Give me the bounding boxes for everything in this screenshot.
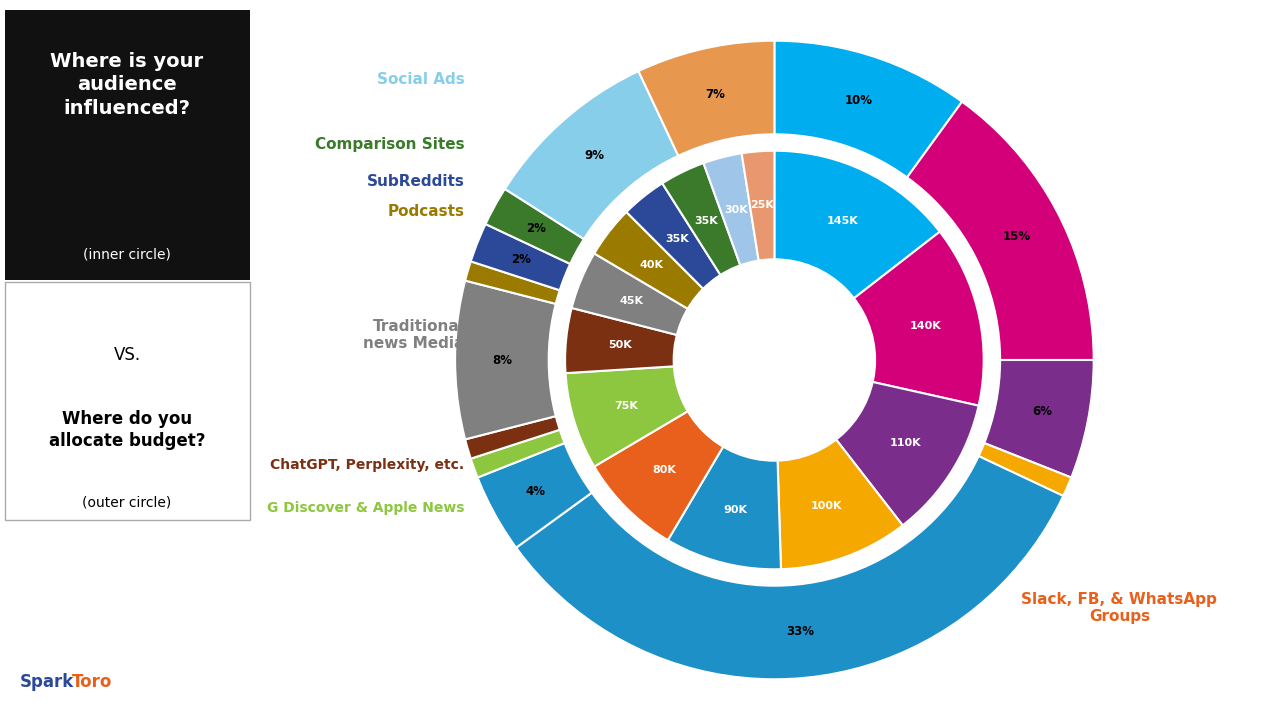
Wedge shape bbox=[550, 136, 998, 584]
Text: 8%: 8% bbox=[492, 354, 512, 366]
Text: VS.: VS. bbox=[114, 346, 141, 364]
Wedge shape bbox=[516, 456, 1064, 680]
Text: 25K: 25K bbox=[750, 200, 774, 210]
Text: 33%: 33% bbox=[786, 625, 814, 638]
Wedge shape bbox=[564, 307, 677, 373]
Text: Comparison Sites: Comparison Sites bbox=[315, 138, 465, 153]
Wedge shape bbox=[626, 183, 721, 289]
Text: Traditional
news Media: Traditional news Media bbox=[364, 319, 465, 351]
Wedge shape bbox=[662, 163, 741, 276]
Text: Podcasts: Podcasts bbox=[388, 204, 465, 220]
Text: 35K: 35K bbox=[694, 216, 718, 226]
Wedge shape bbox=[594, 212, 704, 309]
Text: Slack, FB, & WhatsApp
Groups: Slack, FB, & WhatsApp Groups bbox=[1021, 592, 1217, 624]
Wedge shape bbox=[470, 430, 566, 478]
Wedge shape bbox=[854, 231, 984, 406]
Text: 7%: 7% bbox=[705, 88, 724, 101]
Text: 2%: 2% bbox=[526, 222, 545, 235]
Text: G Discover & Apple News: G Discover & Apple News bbox=[268, 501, 465, 515]
Circle shape bbox=[675, 260, 874, 460]
Text: 4%: 4% bbox=[526, 485, 545, 498]
Text: Where is your
audience
influenced?: Where is your audience influenced? bbox=[50, 52, 204, 118]
Text: Social Ads: Social Ads bbox=[376, 73, 465, 88]
Text: 50K: 50K bbox=[608, 341, 632, 351]
Wedge shape bbox=[906, 101, 1094, 360]
Text: 40K: 40K bbox=[640, 260, 664, 270]
Text: 2%: 2% bbox=[511, 253, 531, 266]
Wedge shape bbox=[639, 40, 774, 156]
Wedge shape bbox=[741, 150, 774, 261]
Text: SubReddits: SubReddits bbox=[366, 174, 465, 189]
Text: 80K: 80K bbox=[653, 464, 677, 474]
Text: (inner circle): (inner circle) bbox=[83, 248, 172, 262]
Text: (outer circle): (outer circle) bbox=[82, 495, 172, 509]
FancyBboxPatch shape bbox=[5, 10, 250, 280]
Text: 140K: 140K bbox=[910, 321, 942, 331]
Wedge shape bbox=[774, 40, 963, 178]
Wedge shape bbox=[983, 360, 1094, 478]
Wedge shape bbox=[774, 150, 941, 299]
Wedge shape bbox=[571, 253, 689, 335]
Wedge shape bbox=[504, 71, 678, 240]
Wedge shape bbox=[465, 261, 561, 304]
Wedge shape bbox=[470, 224, 571, 290]
Text: Spark: Spark bbox=[20, 673, 74, 691]
Wedge shape bbox=[594, 411, 723, 541]
Wedge shape bbox=[477, 443, 593, 548]
Wedge shape bbox=[836, 382, 979, 526]
Text: 100K: 100K bbox=[812, 501, 842, 510]
Text: Where do you
allocate budget?: Where do you allocate budget? bbox=[49, 410, 205, 450]
Text: 90K: 90K bbox=[724, 505, 748, 515]
Text: ChatGPT, Perplexity, etc.: ChatGPT, Perplexity, etc. bbox=[270, 458, 465, 472]
Text: 35K: 35K bbox=[666, 234, 690, 244]
Text: 145K: 145K bbox=[827, 216, 859, 226]
Text: 9%: 9% bbox=[584, 149, 604, 162]
Text: 75K: 75K bbox=[614, 400, 639, 410]
FancyBboxPatch shape bbox=[5, 282, 250, 520]
Wedge shape bbox=[564, 366, 689, 467]
Wedge shape bbox=[978, 443, 1071, 496]
Text: 15%: 15% bbox=[1004, 230, 1032, 243]
Wedge shape bbox=[485, 189, 585, 264]
Wedge shape bbox=[703, 153, 759, 266]
Wedge shape bbox=[667, 446, 781, 570]
Wedge shape bbox=[777, 439, 904, 570]
Wedge shape bbox=[454, 280, 557, 440]
Text: 45K: 45K bbox=[620, 296, 643, 306]
Text: 6%: 6% bbox=[1032, 405, 1052, 418]
Text: Toro: Toro bbox=[72, 673, 113, 691]
Wedge shape bbox=[465, 416, 561, 459]
Text: 30K: 30K bbox=[724, 205, 748, 215]
Text: 10%: 10% bbox=[845, 94, 873, 107]
Text: 110K: 110K bbox=[890, 438, 922, 448]
